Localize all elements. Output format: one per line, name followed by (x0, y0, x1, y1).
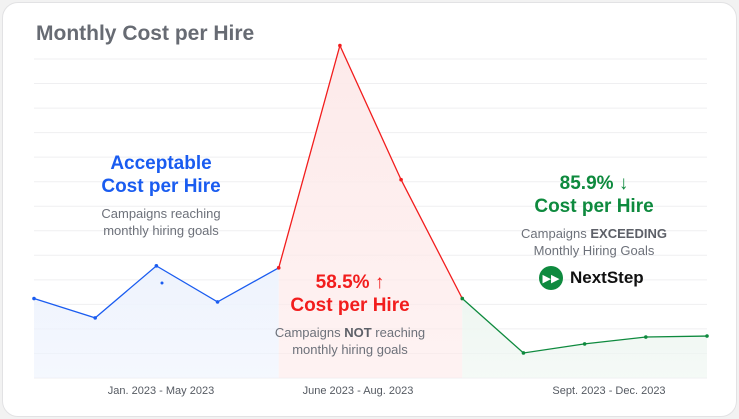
fast-forward-icon: ▶▶ (539, 266, 563, 290)
not-annotation: 58.5% ↑ Cost per Hire Campaigns NOT reac… (260, 271, 440, 358)
data-point-6 (399, 177, 403, 182)
exceeding-line2: Cost per Hire (534, 196, 654, 217)
data-point-3 (215, 300, 220, 304)
data-point-7 (460, 296, 465, 301)
exceeding-annotation: 85.9% ↓ Cost per Hire Campaigns EXCEEDIN… (504, 172, 684, 259)
data-point-5 (338, 43, 342, 48)
area-segment-2 (462, 298, 707, 378)
acceptable-sub1: Campaigns reaching (101, 206, 221, 221)
area-segment-0 (34, 265, 279, 378)
data-point-2 (154, 264, 159, 268)
data-point-9 (582, 342, 587, 346)
not-sub-c: reaching (371, 325, 426, 340)
data-point-10 (644, 335, 648, 339)
not-line2: Cost per Hire (290, 295, 410, 316)
nextstep-logo: ▶▶ NextStep (539, 266, 644, 290)
exceeding-sub2: Monthly Hiring Goals (533, 243, 655, 258)
x-label-1: June 2023 - Aug. 2023 (302, 385, 414, 397)
stray-point (160, 281, 164, 285)
not-sub-a: Campaigns (274, 325, 345, 340)
exceeding-line1: 85.9% ↓ (559, 173, 629, 194)
series-line-1 (278, 43, 463, 299)
not-sub-b: NOT (344, 325, 372, 340)
exceeding-sub-b: EXCEEDING (590, 226, 667, 241)
x-label-0: Jan. 2023 - May 2023 (107, 385, 215, 397)
data-point-8 (521, 351, 526, 355)
acceptable-line1: Acceptable (110, 153, 212, 174)
not-sub2: monthly hiring goals (292, 342, 408, 357)
not-line1: 58.5% ↑ (315, 272, 385, 293)
data-point-4 (276, 266, 281, 270)
data-point-1 (93, 316, 97, 320)
data-point-11 (705, 334, 709, 338)
chart-title: Monthly Cost per Hire (36, 22, 255, 45)
acceptable-sub2: monthly hiring goals (103, 223, 219, 238)
area-segment-1 (278, 45, 463, 378)
acceptable-line2: Cost per Hire (101, 176, 221, 197)
data-point-0 (32, 296, 36, 301)
x-label-2: Sept. 2023 - Dec. 2023 (552, 385, 666, 397)
exceeding-sub-a: Campaigns (521, 226, 591, 241)
acceptable-annotation: Acceptable Cost per Hire Campaigns reach… (66, 152, 256, 239)
brand-name: NextStep (570, 268, 644, 287)
